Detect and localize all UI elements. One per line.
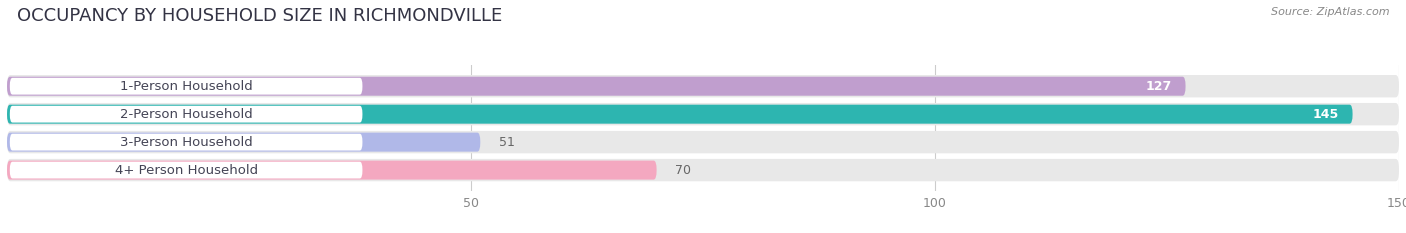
FancyBboxPatch shape <box>10 78 363 95</box>
FancyBboxPatch shape <box>10 106 363 123</box>
FancyBboxPatch shape <box>7 131 1399 153</box>
Text: 51: 51 <box>499 136 515 149</box>
FancyBboxPatch shape <box>10 162 363 178</box>
FancyBboxPatch shape <box>7 105 1353 124</box>
Text: OCCUPANCY BY HOUSEHOLD SIZE IN RICHMONDVILLE: OCCUPANCY BY HOUSEHOLD SIZE IN RICHMONDV… <box>17 7 502 25</box>
Text: 1-Person Household: 1-Person Household <box>120 80 253 93</box>
Text: 145: 145 <box>1312 108 1339 121</box>
Text: 2-Person Household: 2-Person Household <box>120 108 253 121</box>
FancyBboxPatch shape <box>7 103 1399 125</box>
Text: Source: ZipAtlas.com: Source: ZipAtlas.com <box>1271 7 1389 17</box>
FancyBboxPatch shape <box>7 159 1399 181</box>
Text: 70: 70 <box>675 164 692 177</box>
Text: 4+ Person Household: 4+ Person Household <box>114 164 257 177</box>
Text: 3-Person Household: 3-Person Household <box>120 136 253 149</box>
FancyBboxPatch shape <box>7 133 481 152</box>
Text: 127: 127 <box>1146 80 1171 93</box>
FancyBboxPatch shape <box>7 161 657 180</box>
FancyBboxPatch shape <box>7 77 1185 96</box>
FancyBboxPatch shape <box>7 75 1399 97</box>
FancyBboxPatch shape <box>10 134 363 151</box>
